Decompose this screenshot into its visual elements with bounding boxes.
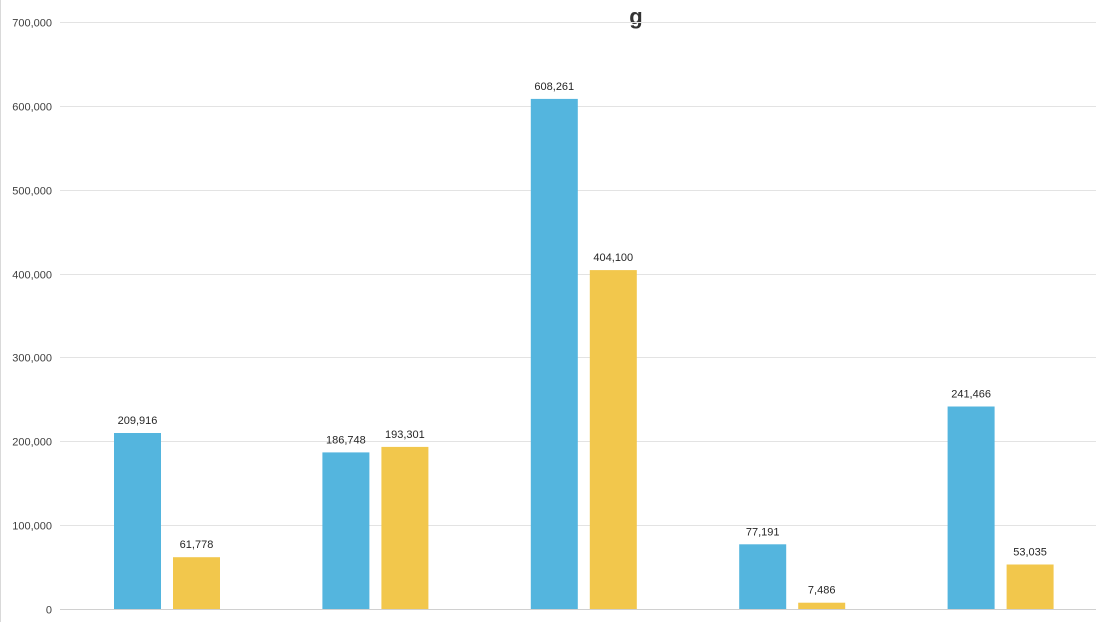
y-tick-label: 100,000 — [12, 521, 52, 533]
gridlines — [60, 22, 1096, 526]
data-label: 209,916 — [118, 415, 158, 427]
data-label: 186,748 — [326, 434, 366, 446]
bar-series-1-group-1 — [114, 433, 161, 609]
y-tick-label: 200,000 — [12, 437, 52, 449]
data-label: 193,301 — [385, 429, 425, 441]
chart-title: g — [629, 4, 642, 29]
y-tick-label: 700,000 — [12, 18, 52, 30]
data-label: 7,486 — [808, 585, 836, 597]
data-label: 241,466 — [951, 389, 991, 401]
y-tick-label: 400,000 — [12, 270, 52, 282]
data-label: 53,035 — [1013, 547, 1047, 559]
y-tick-label: 500,000 — [12, 186, 52, 198]
bar-series-1-group-4 — [739, 544, 787, 609]
data-label: 608,261 — [534, 81, 574, 93]
data-labels: 209,916 186,748 608,261 77,191 241,466 61,778… — [118, 81, 1047, 597]
data-label: 77,191 — [746, 526, 780, 538]
y-tick-label: 600,000 — [12, 102, 52, 114]
y-axis-tick-labels: 0 100,000 200,000 300,000 400,000 500,000 600,… — [12, 18, 52, 617]
bars — [114, 98, 1054, 610]
y-tick-label: 0 — [46, 605, 52, 617]
bar-series-2-group-3 — [589, 270, 637, 609]
data-label: 404,100 — [593, 252, 633, 264]
bar-series-2-group-4 — [798, 602, 846, 609]
bar-series-2-group-1 — [173, 557, 220, 609]
data-label: 61,778 — [180, 539, 214, 551]
bar-series-1-group-3 — [530, 98, 578, 610]
bar-series-2-group-5 — [1006, 564, 1054, 609]
bar-series-1-group-2 — [322, 452, 370, 609]
y-tick-label: 300,000 — [12, 353, 52, 365]
bar-series-2-group-2 — [381, 446, 429, 609]
bar-series-1-group-5 — [947, 406, 995, 609]
